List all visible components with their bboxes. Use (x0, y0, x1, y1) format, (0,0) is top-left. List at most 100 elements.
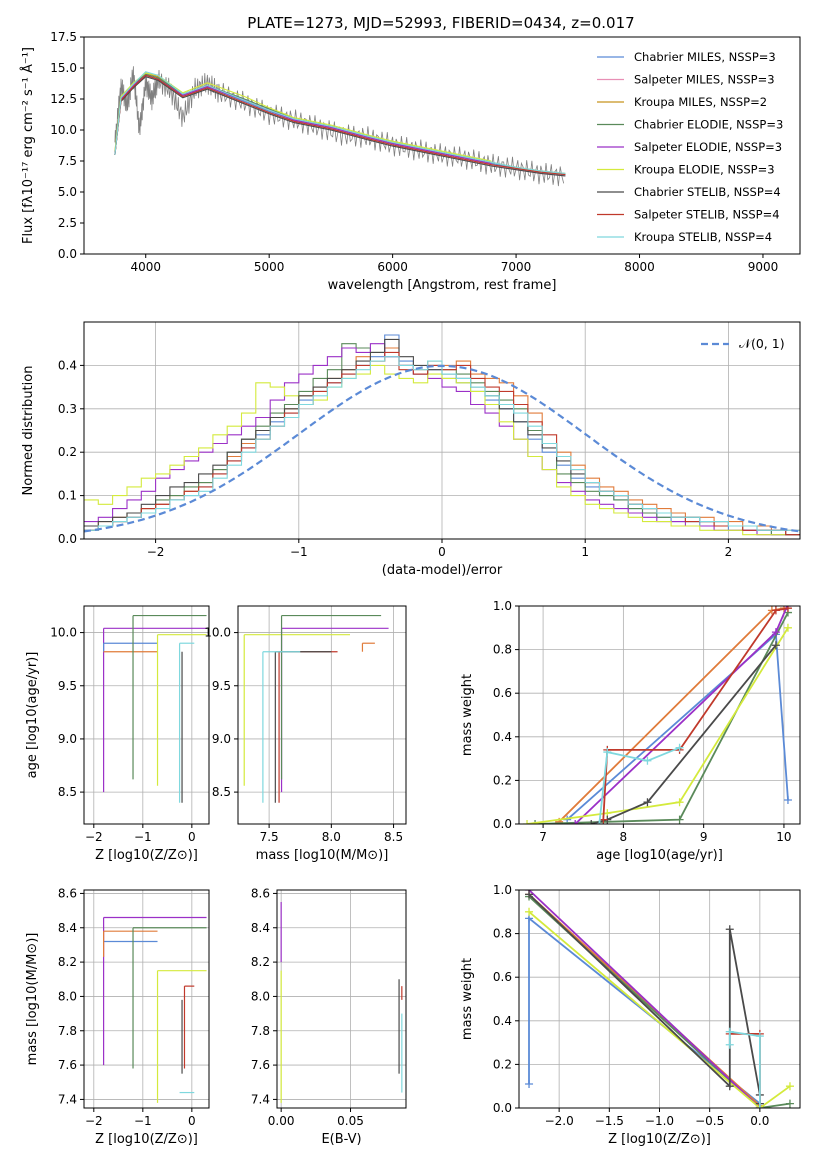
data-point-marker (771, 628, 780, 637)
x-tick-label: 0.00 (268, 1114, 295, 1128)
data-point-marker (675, 815, 684, 824)
x-axis-label: (data-model)/error (382, 563, 503, 578)
data-point-marker (595, 820, 604, 824)
data-point-marker (643, 798, 652, 807)
chart-massweight_vs_age: 7 8 9 10 0.0 0.2 0.4 0.6 0.8 1.0 age [log10(age/yr… (460, 599, 801, 863)
legend: 𝒩(0, 1) (701, 336, 785, 351)
y-tick-label: 10.0 (204, 626, 231, 640)
data-point-marker (643, 756, 652, 765)
y-tick-label: 9.5 (212, 679, 231, 693)
plot-area (525, 890, 794, 1108)
data-point-marker (725, 1040, 734, 1049)
y-tick-label: 0.0 (58, 532, 77, 546)
plot-area (243, 614, 389, 803)
data-point-marker (725, 1082, 734, 1091)
y-axis-label: Normed distribution (21, 366, 36, 496)
series-line-3 (528, 890, 761, 1108)
y-tick-label: 7.6 (251, 1058, 270, 1072)
y-tick-label: 5.0 (58, 185, 77, 199)
y-tick-label: 7.5 (58, 154, 77, 168)
x-tick-label: 9 (700, 830, 708, 844)
y-tick-label: 8.6 (251, 886, 270, 900)
y-tick-label: 8.5 (212, 785, 231, 799)
y-axis-label: age [log10(age/yr)] (25, 652, 40, 779)
plot-area (103, 614, 207, 803)
legend-label: 𝒩(0, 1) (739, 336, 785, 351)
x-tick-label: 1 (581, 545, 589, 559)
y-tick-label: 0.8 (493, 927, 512, 941)
data-point-marker (725, 1027, 734, 1036)
data-point-marker (755, 1032, 764, 1041)
x-tick-label: 4000 (130, 260, 161, 274)
axes-frame (83, 889, 210, 1109)
y-tick-label: 8.2 (58, 955, 77, 969)
y-tick-label: 10.0 (50, 123, 77, 137)
y-tick-label: 8.2 (251, 955, 270, 969)
y-tick-label: 7.6 (58, 1058, 77, 1072)
series-line-6 (114, 76, 566, 177)
axes-frame (518, 605, 801, 825)
x-axis-label: mass [log10(M/M⊙)] (256, 848, 389, 863)
x-tick-label: −1.0 (645, 1114, 674, 1128)
y-axis-label: mass [log10(M/M⊙)] (25, 933, 40, 1066)
y-tick-label: 0.4 (493, 1014, 512, 1028)
x-tick-label: −1 (134, 1114, 152, 1128)
x-tick-label: 0 (438, 545, 446, 559)
x-tick-label: 0.05 (337, 1114, 364, 1128)
data-point-marker (523, 820, 532, 824)
legend-label: Salpeter MILES, NSSP=3 (634, 73, 775, 87)
data-point-marker (771, 606, 780, 615)
data-point-marker (531, 820, 540, 824)
y-tick-label: 12.5 (50, 92, 77, 106)
plot-area (280, 902, 403, 1103)
x-tick-label: −1 (290, 545, 308, 559)
data-point-marker (785, 1082, 794, 1091)
y-tick-label: 0.6 (493, 686, 512, 700)
legend-label: Chabrier ELODIE, NSSP=3 (634, 118, 783, 132)
y-tick-label: 0.6 (493, 970, 512, 984)
chart-spectrum: 4000 5000 6000 7000 8000 9000 0.0 2.5 5.0 7.5 10.0… (20, 30, 801, 293)
x-axis-label: E(B-V) (321, 1132, 361, 1147)
y-tick-label: 0.0 (493, 817, 512, 831)
series-line-7 (728, 1030, 761, 1108)
x-tick-label: −0.5 (695, 1114, 724, 1128)
x-tick-label: 5000 (254, 260, 285, 274)
y-tick-label: 17.5 (50, 30, 77, 44)
legend-label: Salpeter ELODIE, NSSP=3 (634, 140, 782, 154)
data-point-marker (603, 748, 612, 757)
data-point-marker (525, 1080, 534, 1089)
y-axis-label: mass weight (460, 958, 475, 1040)
y-tick-label: 0.2 (493, 1057, 512, 1071)
x-tick-label: 10 (776, 830, 791, 844)
y-tick-label: 8.0 (58, 989, 77, 1003)
series-line-8 (114, 71, 566, 174)
observed-spectrum-line (114, 66, 565, 187)
x-tick-label: 8.0 (322, 830, 341, 844)
x-axis-label: age [log10(age/yr)] (596, 848, 723, 863)
y-tick-label: 0.2 (493, 773, 512, 787)
axes-frame (83, 36, 801, 255)
x-tick-label: 7.5 (260, 830, 279, 844)
y-axis-label: mass weight (460, 674, 475, 756)
data-point-marker (587, 820, 596, 824)
y-tick-label: 0.4 (493, 730, 512, 744)
x-axis-label: wavelength [Angstrom, rest frame] (328, 278, 557, 293)
legend-label: Chabrier MILES, NSSP=3 (634, 50, 776, 64)
data-point-marker (755, 1104, 764, 1108)
plot-area (84, 334, 800, 536)
x-axis-label: Z [log10(Z/Z⊙)] (608, 1132, 711, 1147)
x-axis-label: Z [log10(Z/Z⊙)] (95, 1132, 198, 1147)
y-tick-label: 7.8 (58, 1024, 77, 1038)
chart-mass_vs_Z: −2 −1 0 7.4 7.6 7.8 8.0 8.2 8.4 8.6 Z [log10(Z/Z⊙)… (25, 886, 210, 1147)
y-tick-label: 0.4 (58, 358, 77, 372)
data-point-marker (525, 907, 534, 916)
series-line-4 (528, 911, 791, 1108)
y-tick-label: 7.4 (251, 1092, 270, 1106)
axes-frame (276, 889, 407, 1109)
x-tick-label: −1 (134, 830, 152, 844)
y-tick-label: 7.8 (251, 1024, 270, 1038)
series-line-7 (598, 746, 680, 824)
y-tick-label: 8.6 (58, 886, 77, 900)
series-line-2 (535, 612, 789, 824)
